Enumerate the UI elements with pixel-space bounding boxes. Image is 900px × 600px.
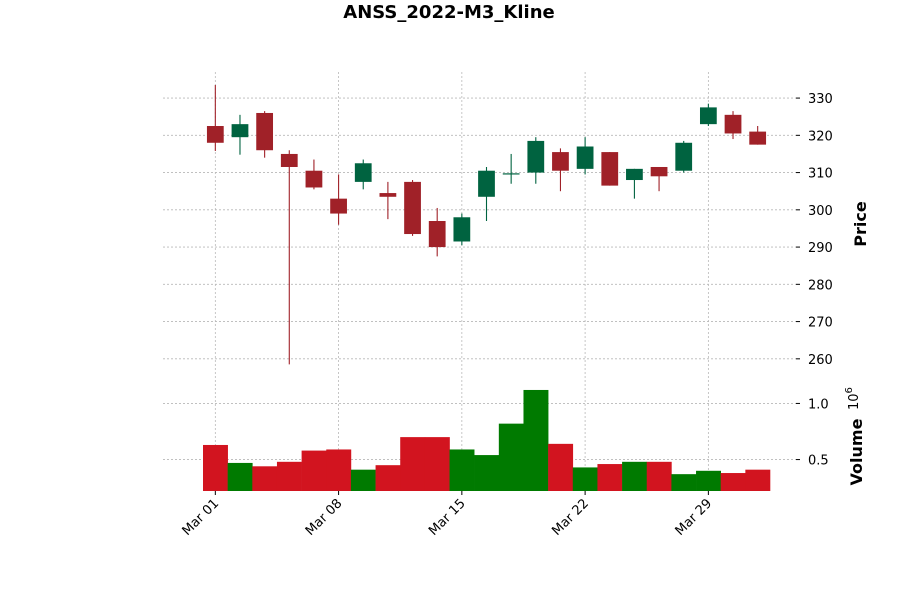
candle-body: [675, 142, 693, 171]
volume-bar: [375, 465, 401, 491]
candle: [724, 111, 742, 140]
candle-body: [354, 163, 372, 182]
date-tick-label: Mar 15: [426, 496, 469, 539]
date-tick-label: Mar 22: [549, 496, 592, 539]
candle-body: [749, 131, 767, 145]
volume-bar: [671, 474, 697, 491]
candle: [404, 180, 421, 236]
candle: [478, 166, 495, 221]
volume-bar: [548, 443, 574, 491]
volume-bar: [720, 473, 746, 491]
volume-axis: 1.0 0.5: [796, 397, 829, 469]
volume-tick-label: 1.0: [808, 397, 829, 412]
price-tick-label: 290: [808, 241, 833, 256]
candle: [379, 181, 397, 220]
volume-bar: [400, 437, 426, 491]
candle: [256, 111, 274, 158]
candle: [650, 166, 668, 192]
volume-bar: [203, 444, 228, 491]
volume-bar: [572, 467, 598, 491]
price-tick-label: 320: [808, 129, 833, 144]
volume-bar: [350, 469, 376, 491]
candle-body: [305, 170, 323, 188]
candle-body: [404, 181, 421, 235]
volume-bar: [622, 461, 648, 491]
candle: [428, 207, 446, 257]
candle-body: [699, 107, 717, 125]
volume-exponent-power: 6: [844, 387, 855, 393]
volume-axis-label: Volume: [847, 418, 866, 485]
chart-title: ANSS_2022-M3_Kline: [343, 2, 554, 23]
price-tick-label: 260: [808, 353, 833, 368]
volume-bar: [276, 461, 302, 491]
candle-body: [231, 124, 249, 138]
candle-body: [502, 173, 520, 175]
price-gridlines: [163, 72, 796, 370]
volume-exponent-base: 10: [847, 393, 862, 410]
volume-bar: [326, 449, 352, 491]
candle: [576, 137, 594, 175]
volume-bar: [597, 464, 623, 491]
candle: [280, 150, 298, 365]
volume-exponent: 106: [844, 387, 862, 410]
date-axis: Mar 01 Mar 08 Mar 15 Mar 22 Mar 29: [180, 491, 716, 539]
price-tick-label: 330: [808, 92, 833, 107]
price-tick-label: 280: [808, 278, 833, 293]
candle-body: [552, 152, 569, 171]
volume-bar: [745, 469, 771, 491]
candle: [231, 114, 249, 155]
price-tick-label: 300: [808, 204, 833, 219]
price-tick-label: 310: [808, 167, 833, 182]
candle-body: [206, 126, 224, 143]
candle: [305, 159, 323, 190]
volume-bar: [449, 449, 475, 491]
candle-body: [453, 217, 471, 242]
volume-bar: [498, 423, 524, 491]
volume-bar: [696, 470, 721, 491]
date-tick-label: Mar 08: [303, 496, 346, 539]
candle-body: [626, 168, 643, 181]
candle-body: [256, 112, 274, 151]
price-tick-label: 270: [808, 316, 833, 331]
candle: [502, 153, 520, 184]
candles: [206, 85, 767, 365]
candle: [552, 148, 569, 192]
volume-bar: [252, 466, 278, 491]
volume-bar: [424, 437, 450, 491]
candle: [699, 103, 717, 127]
candle-body: [330, 198, 347, 214]
date-tick-label: Mar 29: [673, 496, 716, 539]
volume-bar: [474, 455, 500, 491]
volume-tick-label: 0.5: [808, 454, 829, 469]
candle-body: [428, 221, 446, 248]
volume-bars: [203, 389, 771, 491]
candle-body: [280, 153, 298, 167]
volume-panel: 1.0 0.5 Volume 106: [163, 372, 866, 491]
candle: [527, 137, 545, 184]
candle-body: [576, 146, 594, 169]
date-tick-label: Mar 01: [180, 496, 223, 539]
volume-bar: [301, 450, 327, 491]
candle-body: [478, 170, 495, 197]
candle: [330, 174, 347, 225]
price-axis: 330 320 310 300 290 280 270 260: [796, 92, 833, 368]
candle-body: [379, 193, 397, 197]
volume-bar: [646, 461, 672, 491]
candle: [749, 126, 767, 145]
candle-body: [601, 152, 619, 186]
candle: [453, 213, 471, 246]
price-panel: 330 320 310 300 290 280 270 260 Price: [163, 72, 870, 370]
candle: [206, 85, 224, 151]
candle: [626, 168, 643, 199]
candle: [354, 159, 372, 190]
candle-body: [527, 140, 545, 173]
volume-bar: [523, 389, 549, 491]
candle: [601, 152, 619, 186]
candle: [675, 140, 693, 173]
price-axis-label: Price: [851, 201, 870, 247]
volume-bar: [227, 462, 253, 491]
candle-body: [650, 166, 668, 177]
candle-body: [724, 114, 742, 134]
